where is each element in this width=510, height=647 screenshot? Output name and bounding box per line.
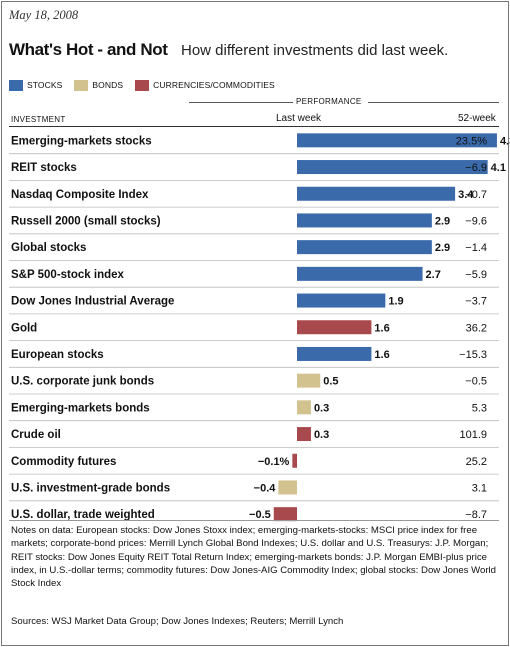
category-label-gold: Gold (11, 322, 37, 334)
legend-item-stocks: STOCKS (9, 79, 63, 91)
bar-u-s-corporate-junk-bonds (297, 373, 321, 388)
value-label-emerging-markets-stocks: 4.3% (500, 135, 510, 147)
bar-dow-jones-industrial-average (297, 293, 386, 308)
category-label-global-stocks: Global stocks (11, 242, 86, 254)
value-label-u-s-corporate-junk-bonds: 0.5 (323, 376, 338, 388)
category-label-reit-stocks: REIT stocks (11, 162, 77, 174)
week52-value-u-s-dollar-trade-weighted: −8.7 (465, 509, 487, 521)
value-label-u-s-dollar-trade-weighted: −0.5 (249, 509, 271, 521)
value-label-crude-oil: 0.3 (314, 429, 329, 441)
category-label-dow-jones-industrial-average: Dow Jones Industrial Average (11, 296, 174, 308)
legend: STOCKS BONDS CURRENCIES/COMMODITIES (9, 79, 287, 91)
header-rule (9, 126, 499, 127)
value-label-russell-2000-small-stocks: 2.9 (435, 215, 450, 227)
week52-value-reit-stocks: −6.9 (465, 162, 487, 174)
52-week-column-header: 52-week (458, 113, 496, 124)
bar-emerging-markets-bonds (297, 400, 311, 415)
week52-value-u-s-corporate-junk-bonds: −0.5 (465, 376, 487, 388)
legend-item-currencies-commodities: CURRENCIES/COMMODITIES (135, 79, 275, 91)
performance-rule-left (189, 102, 293, 103)
notes-text: Notes on data: European stocks: Dow Jone… (11, 525, 497, 590)
category-label-s-p-500-stock-index: S&P 500-stock index (11, 269, 125, 281)
bar-global-stocks (297, 240, 432, 255)
category-label-u-s-dollar-trade-weighted: U.S. dollar, trade weighted (11, 509, 155, 521)
category-label-emerging-markets-bonds: Emerging-markets bonds (11, 402, 150, 414)
bar-european-stocks (297, 346, 372, 361)
value-label-global-stocks: 2.9 (435, 242, 450, 254)
category-label-commodity-futures: Commodity futures (11, 456, 116, 468)
performance-header: PERFORMANCE (296, 97, 362, 106)
notes-rule (9, 520, 499, 521)
legend-label-bonds: BONDS (92, 80, 124, 90)
performance-rule-right (368, 102, 499, 103)
value-label-reit-stocks: 4.1 (491, 162, 506, 174)
week52-value-crude-oil: 101.9 (459, 429, 487, 441)
bar-s-p-500-stock-index (297, 266, 423, 281)
week52-value-commodity-futures: 25.2 (466, 456, 487, 468)
legend-swatch-stocks (9, 79, 23, 91)
value-label-s-p-500-stock-index: 2.7 (426, 269, 441, 281)
bar-emerging-markets-stocks (297, 133, 497, 148)
value-label-gold: 1.6 (374, 322, 389, 334)
week52-value-russell-2000-small-stocks: −9.6 (465, 215, 487, 227)
bar-u-s-dollar-trade-weighted (273, 507, 297, 522)
legend-item-bonds: BONDS (74, 79, 124, 91)
category-label-nasdaq-composite-index: Nasdaq Composite Index (11, 189, 149, 201)
bar-russell-2000-small-stocks (297, 213, 432, 228)
value-label-european-stocks: 1.6 (374, 349, 389, 361)
week52-value-dow-jones-industrial-average: −3.7 (465, 296, 487, 308)
last-week-column-header: Last week (276, 113, 322, 124)
investment-column-header: INVESTMENT (11, 115, 66, 124)
legend-swatch-bonds (74, 79, 89, 91)
category-label-u-s-investment-grade-bonds: U.S. investment-grade bonds (11, 482, 170, 494)
bar-reit-stocks (297, 160, 488, 175)
value-label-u-s-investment-grade-bonds: −0.4 (254, 482, 277, 494)
bar-u-s-investment-grade-bonds (278, 480, 297, 495)
bar-crude-oil (297, 427, 311, 442)
sources-text: Sources: WSJ Market Data Group; Dow Jone… (11, 616, 344, 627)
week52-value-emerging-markets-stocks: 23.5% (456, 135, 487, 147)
value-label-emerging-markets-bonds: 0.3 (314, 402, 329, 414)
week52-value-u-s-investment-grade-bonds: 3.1 (472, 482, 487, 494)
week52-value-global-stocks: −1.4 (465, 242, 487, 254)
bar-gold (297, 320, 372, 335)
date-line: May 18, 2008 (9, 8, 79, 22)
category-label-crude-oil: Crude oil (11, 429, 61, 441)
chart-subtitle: How different investments did last week. (181, 42, 449, 59)
week52-value-nasdaq-composite-index: −0.7 (465, 189, 487, 201)
value-label-commodity-futures: −0.1% (258, 456, 290, 468)
legend-swatch-currencies-commodities (135, 79, 150, 91)
week52-value-emerging-markets-bonds: 5.3 (472, 402, 487, 414)
week52-value-s-p-500-stock-index: −5.9 (465, 269, 487, 281)
bar-chart: Emerging-markets stocks 4.3% 23.5% REIT sto… (9, 133, 510, 522)
category-label-european-stocks: European stocks (11, 349, 104, 361)
category-label-russell-2000-small-stocks: Russell 2000 (small stocks) (11, 215, 161, 227)
legend-label-currencies-commodities: CURRENCIES/COMMODITIES (153, 80, 275, 90)
week52-value-european-stocks: −15.3 (459, 349, 487, 361)
bar-nasdaq-composite-index (297, 186, 456, 201)
legend-label-stocks: STOCKS (27, 80, 63, 90)
bar-commodity-futures (292, 453, 297, 468)
category-label-u-s-corporate-junk-bonds: U.S. corporate junk bonds (11, 376, 154, 388)
chart-title: What's Hot - and Not (9, 40, 168, 59)
category-label-emerging-markets-stocks: Emerging-markets stocks (11, 135, 152, 147)
value-label-nasdaq-composite-index: 3.4 (458, 189, 474, 201)
value-label-dow-jones-industrial-average: 1.9 (388, 296, 403, 308)
week52-value-gold: 36.2 (466, 322, 487, 334)
